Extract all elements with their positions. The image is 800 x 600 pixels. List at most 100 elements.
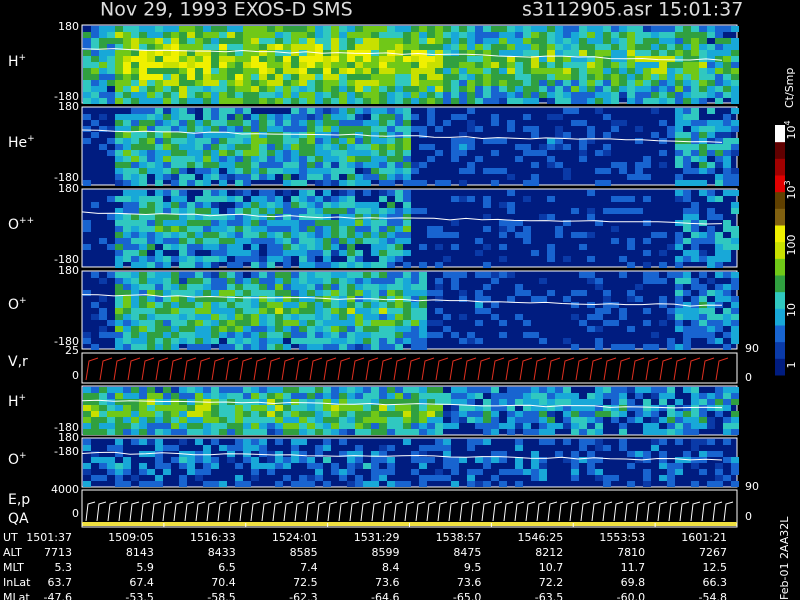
spectrogram-cell	[619, 50, 627, 56]
spectrogram-cell	[91, 429, 99, 435]
spectrogram-cell	[467, 411, 475, 417]
spectrogram-cell	[691, 56, 699, 62]
spectrogram-cell	[275, 26, 283, 32]
spectrogram-cell	[323, 196, 331, 202]
spectrogram-cell	[291, 272, 299, 278]
energy-step	[470, 501, 481, 522]
spectrogram-cell	[203, 238, 211, 244]
spectrogram-cell	[347, 44, 355, 50]
spectrogram-cell	[643, 250, 651, 256]
spectrogram-cell	[387, 308, 395, 314]
spectrogram-cell	[115, 144, 123, 150]
spectrogram-cell	[171, 457, 179, 463]
spectrogram-cell	[715, 156, 723, 162]
spectrogram-cell	[347, 423, 355, 429]
spectrogram-cell	[715, 314, 723, 320]
spectrogram-cell	[467, 86, 475, 92]
spectrogram-cell	[275, 344, 283, 350]
spectrogram-cell	[707, 278, 715, 284]
spectrogram-cell	[619, 62, 627, 68]
spectrogram-cell	[363, 86, 371, 92]
spectrogram-cell	[371, 250, 379, 256]
spectrogram-cell	[275, 138, 283, 144]
spectrogram-cell	[179, 332, 187, 338]
spectrogram-cell	[459, 272, 467, 278]
spectrogram-cell	[139, 463, 147, 469]
spectrogram-cell	[699, 232, 707, 238]
spectrogram-cell	[83, 220, 91, 226]
spectrogram-cell	[403, 56, 411, 62]
spectrogram-cell	[611, 62, 619, 68]
spectrogram-cell	[387, 220, 395, 226]
spectrogram-cell	[259, 92, 267, 98]
spectrogram-cell	[611, 196, 619, 202]
spectrogram-cell	[283, 290, 291, 296]
spectrogram-cell	[459, 417, 467, 423]
spectrogram-cell	[347, 272, 355, 278]
spectrogram-cell	[243, 481, 251, 487]
spectrogram-cell	[347, 150, 355, 156]
spectrogram-cell	[475, 439, 483, 445]
spectrogram-cell	[195, 150, 203, 156]
spectrogram-cell	[275, 320, 283, 326]
spectrogram-cell	[715, 138, 723, 144]
spectrogram-cell	[195, 126, 203, 132]
spectrogram-cell	[571, 120, 579, 126]
spectrogram-cell	[427, 108, 435, 114]
spectrogram-cell	[163, 68, 171, 74]
spectrogram-cell	[675, 98, 683, 104]
spectrogram-cell	[355, 44, 363, 50]
spectrogram-cell	[115, 320, 123, 326]
spectrogram-cell	[707, 405, 715, 411]
spectrogram-cell	[403, 108, 411, 114]
spectrogram-cell	[387, 238, 395, 244]
spectrogram-cell	[163, 74, 171, 80]
spectrogram-cell	[363, 417, 371, 423]
spectrogram-cell	[179, 475, 187, 481]
spectrogram-cell	[355, 256, 363, 262]
spectrogram-cell	[619, 387, 627, 393]
spectrogram-cell	[483, 74, 491, 80]
spectrogram-cell	[259, 320, 267, 326]
spectrogram-cell	[315, 320, 323, 326]
spectrogram-cell	[523, 238, 531, 244]
spectrogram-cell	[435, 44, 443, 50]
spectrogram-cell	[355, 214, 363, 220]
spectrogram-cell	[123, 481, 131, 487]
spectrogram-cell	[291, 387, 299, 393]
spectrogram-cell	[243, 302, 251, 308]
spectrogram-cell	[403, 232, 411, 238]
spectrogram-cell	[347, 262, 355, 268]
energy-step	[503, 501, 514, 522]
spectrogram-cell	[523, 387, 531, 393]
velocity-sweep	[505, 357, 519, 381]
spectrogram-cell	[523, 74, 531, 80]
energy-step	[701, 501, 712, 522]
spectrogram-cell	[123, 174, 131, 180]
spectrogram-cell	[251, 272, 259, 278]
spectrogram-cell	[259, 405, 267, 411]
spectrogram-cell	[723, 457, 731, 463]
spectrogram-cell	[675, 320, 683, 326]
spectrogram-cell	[563, 74, 571, 80]
spectrogram-cell	[299, 278, 307, 284]
spectrogram-cell	[235, 86, 243, 92]
spectrogram-cell	[243, 132, 251, 138]
spectrogram-cell	[403, 38, 411, 44]
spectrogram-cell	[435, 439, 443, 445]
spectrogram-cell	[299, 344, 307, 350]
spectrogram-cell	[283, 132, 291, 138]
spectrogram-cell	[347, 138, 355, 144]
spectrogram-cell	[451, 68, 459, 74]
spectrogram-cell	[139, 190, 147, 196]
spectrogram-cell	[163, 411, 171, 417]
spectrogram-cell	[83, 226, 91, 232]
spectrogram-cell	[547, 393, 555, 399]
spectrogram-cell	[467, 393, 475, 399]
spectrogram-cell	[219, 302, 227, 308]
spectrogram-cell	[363, 214, 371, 220]
spectrogram-cell	[283, 86, 291, 92]
spectrogram-cell	[603, 80, 611, 86]
spectrogram-cell	[227, 32, 235, 38]
spectrogram-cell	[395, 308, 403, 314]
